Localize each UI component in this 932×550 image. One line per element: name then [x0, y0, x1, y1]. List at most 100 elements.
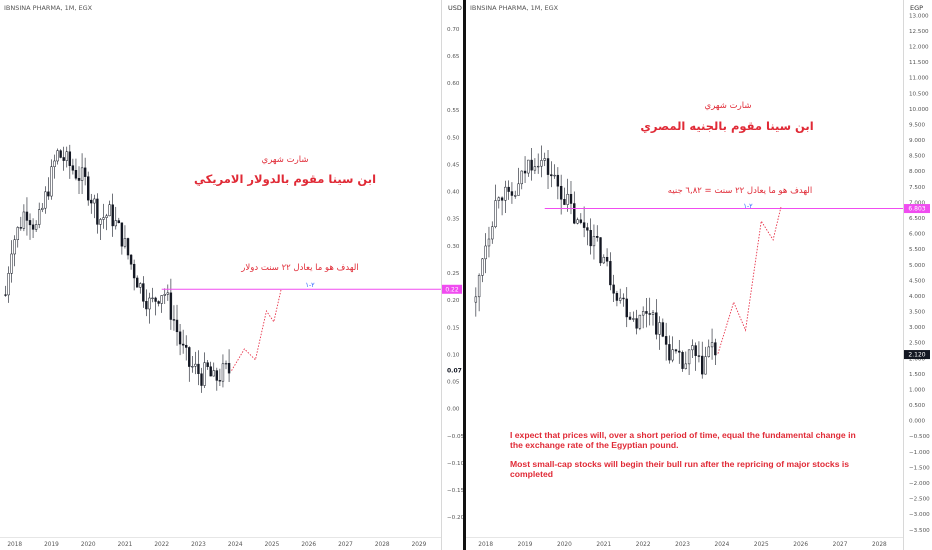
candle-body — [517, 183, 520, 196]
candle-body — [573, 203, 576, 224]
x-tick-label: 2022 — [636, 542, 651, 548]
candle-body — [203, 362, 206, 386]
y-tick-label: 7.500 — [909, 185, 925, 191]
right-annotation-sub: شارت شهري — [705, 101, 752, 111]
candle-body — [114, 220, 117, 227]
candle-body — [648, 313, 651, 315]
candle-body — [651, 312, 655, 315]
y-tick-label: 0.25 — [447, 271, 460, 277]
left-candles — [4, 144, 231, 393]
candle-body — [62, 157, 65, 161]
candle-body — [136, 277, 139, 288]
right-last-price-tag: 2.120 — [904, 350, 930, 360]
candle-body — [4, 294, 7, 296]
y-tick-label: −0.20 — [447, 515, 465, 521]
y-tick-label: 1.500 — [909, 372, 925, 378]
candle-body — [59, 150, 62, 158]
candle-body — [536, 165, 540, 168]
y-tick-label: 1.000 — [909, 387, 925, 393]
x-tick-label: 2022 — [154, 542, 169, 548]
candle-body — [218, 380, 222, 382]
svg-text:0.22: 0.22 — [445, 286, 459, 293]
candle-body — [638, 314, 642, 329]
y-tick-label: 4.000 — [909, 294, 925, 300]
right-x-axis[interactable]: 2018 2019 2020 2021 2022 2023 2024 2025 2026 2027… — [478, 542, 887, 548]
candle-body — [556, 174, 560, 187]
candle-body — [491, 226, 494, 240]
y-tick-label: 6.500 — [909, 216, 925, 222]
candle-body — [622, 297, 625, 300]
candle-body — [540, 160, 543, 167]
candle-body — [599, 237, 602, 264]
candle-body — [74, 170, 78, 179]
candle-body — [105, 215, 108, 218]
candle-body — [674, 349, 678, 352]
candle-body — [227, 362, 231, 374]
candle-body — [123, 238, 127, 247]
candle-body — [484, 245, 487, 260]
pane-divider[interactable] — [463, 0, 466, 550]
candle-body — [618, 297, 622, 301]
candle-body — [510, 191, 514, 196]
candle-body — [497, 197, 501, 201]
candle-body — [160, 295, 163, 304]
y-tick-label: 0.60 — [447, 81, 460, 87]
x-tick-label: 2024 — [715, 542, 730, 548]
left-x-axis[interactable]: 2018 2019 2020 2021 2022 2023 2024 2025 2026 2027… — [7, 542, 426, 548]
candle-body — [206, 362, 209, 367]
y-tick-label: 0.05 — [447, 380, 460, 386]
candle-body — [38, 209, 41, 225]
candle-body — [559, 185, 563, 200]
candle-body — [145, 301, 148, 310]
left-annotation-target: الهدف هو ما يعادل ٢٢ سنت دولار — [240, 263, 358, 273]
candle-body — [641, 311, 645, 316]
candle-body — [605, 256, 609, 262]
right-annotation-main: ابن سينا مقوم بالجنيه المصري — [640, 119, 813, 134]
candle-body — [31, 224, 35, 230]
candle-body — [212, 370, 215, 377]
candle-body — [589, 229, 592, 247]
candle-body — [28, 220, 32, 226]
candle-body — [151, 297, 154, 300]
candle-body — [678, 350, 681, 353]
y-tick-label: 10.000 — [909, 107, 929, 113]
candle-body — [80, 167, 84, 181]
candle-body — [655, 312, 658, 335]
y-tick-label: 0.55 — [447, 108, 460, 114]
candle-body — [108, 204, 111, 217]
left-y-axis[interactable]: 0.70 0.65 0.60 0.55 0.50 0.45 0.40 0.35 0.30 0.25… — [447, 27, 465, 521]
x-tick-label: 2020 — [557, 542, 572, 548]
candle-body — [530, 159, 533, 171]
left-projection-path — [231, 289, 282, 371]
candle-body — [487, 238, 491, 247]
x-tick-label: 2019 — [44, 542, 59, 548]
candle-body — [93, 198, 96, 204]
y-tick-label: 11.000 — [909, 76, 929, 82]
right-y-axis[interactable]: 13.000 12.500 12.000 11.500 11.000 10.500 10.0… — [909, 13, 930, 533]
candle-body — [701, 355, 704, 375]
x-tick-label: 2028 — [375, 542, 390, 548]
candle-body — [481, 258, 484, 276]
candle-body — [684, 363, 688, 369]
x-tick-label: 2023 — [191, 542, 206, 548]
left-chart-pane[interactable]: IBNSINA PHARMA, 1M, EGX USD 0.70 0.65 0.60… — [0, 0, 465, 550]
right-chart-pane[interactable]: IBNSINA PHARMA, 1M, EGX EGP 13.000 12.500… — [466, 0, 930, 550]
candle-body — [602, 256, 605, 264]
right-candles — [474, 145, 717, 379]
y-tick-label: 3.500 — [909, 310, 925, 316]
y-tick-label: 5.500 — [909, 247, 925, 253]
y-tick-label: 7.000 — [909, 200, 925, 206]
candle-body — [16, 227, 19, 240]
candle-body — [710, 342, 714, 348]
candle-body — [197, 363, 200, 374]
candle-body — [99, 219, 102, 225]
x-tick-label: 2020 — [81, 542, 96, 548]
candle-body — [34, 224, 38, 230]
candle-body — [504, 186, 507, 201]
candle-body — [194, 363, 197, 367]
left-last-price: 0.07 — [447, 368, 462, 375]
candle-body — [507, 186, 510, 192]
left-annotation-sub: شارت شهري — [262, 155, 309, 165]
x-tick-label: 2026 — [793, 542, 808, 548]
left-currency-label: USD — [448, 4, 462, 12]
